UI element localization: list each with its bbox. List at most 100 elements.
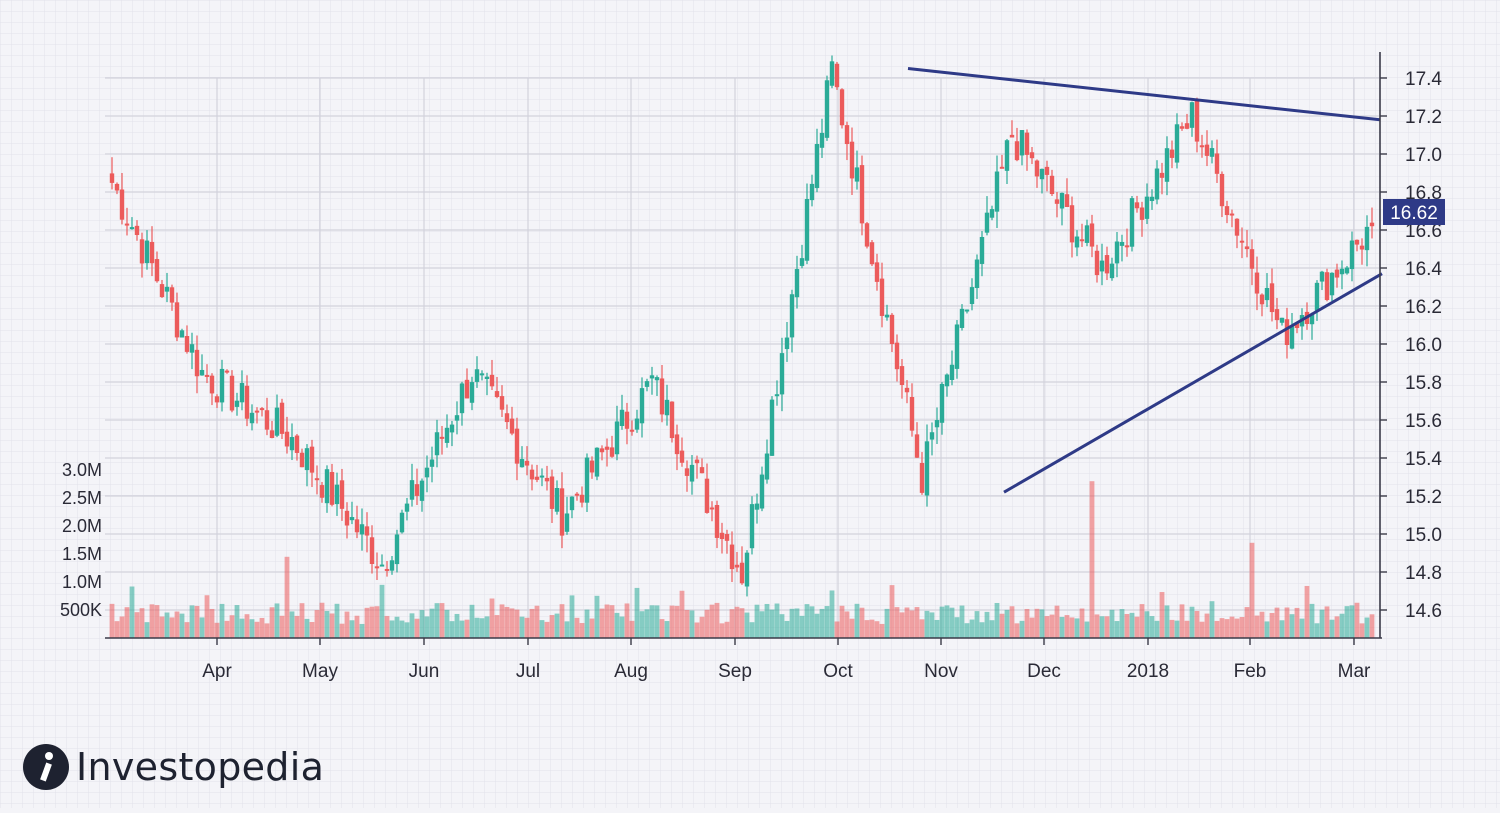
candle-body bbox=[139, 239, 145, 264]
candle-body bbox=[319, 485, 325, 498]
price-tick-label: 15.4 bbox=[1405, 449, 1442, 470]
volume-bar bbox=[804, 604, 810, 638]
month-tick-label: Dec bbox=[1027, 661, 1061, 682]
current-price-badge bbox=[1383, 199, 1445, 225]
volume-bar bbox=[479, 618, 485, 638]
candle-body bbox=[879, 278, 885, 316]
candle-body bbox=[794, 269, 800, 298]
candle-body bbox=[1009, 134, 1015, 138]
candle-body bbox=[559, 488, 565, 536]
brand-name: Investopedia bbox=[76, 745, 325, 789]
candle-body bbox=[814, 144, 820, 189]
candle-body bbox=[519, 459, 525, 468]
candle-body bbox=[514, 428, 520, 464]
candle-body bbox=[1354, 239, 1360, 245]
candle-body bbox=[349, 517, 355, 521]
candle-body bbox=[239, 383, 245, 403]
volume-bar bbox=[494, 615, 500, 638]
volume-bar bbox=[469, 604, 475, 638]
volume-bar bbox=[844, 611, 850, 638]
volume-bar bbox=[1164, 605, 1170, 638]
candle-body bbox=[789, 294, 795, 338]
candle-body bbox=[864, 223, 870, 247]
candle-body bbox=[664, 399, 670, 416]
candle-body bbox=[974, 259, 980, 289]
candle-body bbox=[204, 374, 210, 377]
volume-bar bbox=[579, 623, 585, 638]
candle-body bbox=[1219, 173, 1225, 207]
volume-bar bbox=[984, 611, 990, 638]
volume-bar bbox=[244, 614, 250, 638]
volume-tick-label: 500K bbox=[60, 600, 102, 620]
candle-body bbox=[114, 183, 120, 191]
candle-body bbox=[1269, 283, 1275, 313]
candle-body bbox=[939, 384, 945, 423]
volume-bar bbox=[184, 622, 190, 638]
candle-body bbox=[489, 374, 495, 387]
candle-body bbox=[209, 375, 215, 394]
candle-body bbox=[824, 80, 830, 138]
candle-body bbox=[414, 484, 420, 496]
volume-bar bbox=[444, 609, 450, 638]
volume-bar bbox=[689, 610, 695, 638]
volume-bar bbox=[424, 616, 430, 638]
volume-bar bbox=[934, 619, 940, 638]
price-tick-label: 14.8 bbox=[1405, 563, 1442, 584]
candle-body bbox=[1164, 148, 1170, 182]
investopedia-logo: Investopedia bbox=[22, 742, 324, 792]
price-tick-label: 17.4 bbox=[1405, 69, 1442, 90]
volume-bar bbox=[594, 595, 600, 638]
candle-body bbox=[919, 462, 925, 493]
volume-bar bbox=[149, 604, 155, 638]
candle-body bbox=[649, 375, 655, 379]
candle-body bbox=[244, 385, 250, 419]
candle-body bbox=[149, 241, 155, 264]
candle-body bbox=[639, 388, 645, 424]
volume-bar bbox=[449, 621, 455, 638]
candle-body bbox=[614, 421, 620, 455]
volume-bar bbox=[609, 605, 615, 638]
candle-body bbox=[924, 441, 930, 496]
month-tick-label: 2018 bbox=[1127, 661, 1169, 682]
candle-body bbox=[389, 560, 395, 571]
candle-body bbox=[599, 448, 605, 453]
volume-bar bbox=[904, 607, 910, 638]
candle-body bbox=[484, 376, 490, 380]
candle-body bbox=[549, 476, 555, 509]
candle-body bbox=[1294, 323, 1300, 329]
candle-body bbox=[929, 432, 935, 440]
volume-bar bbox=[799, 615, 805, 638]
candle-body bbox=[1064, 194, 1070, 208]
volume-bar bbox=[194, 605, 200, 638]
candle-body bbox=[704, 478, 710, 513]
volume-bar bbox=[1329, 619, 1335, 638]
candle-body bbox=[874, 262, 880, 282]
volume-bar bbox=[419, 610, 425, 638]
candle-body bbox=[324, 469, 330, 504]
volume-bar bbox=[1014, 623, 1020, 638]
candle-body bbox=[784, 337, 790, 350]
candle-body bbox=[1054, 199, 1060, 204]
candle-body bbox=[949, 364, 955, 380]
volume-bar bbox=[1224, 619, 1230, 638]
candle-body bbox=[399, 512, 405, 533]
volume-bar bbox=[879, 623, 885, 638]
candle-body bbox=[1339, 268, 1345, 275]
candle-body bbox=[694, 459, 700, 464]
candle-body bbox=[754, 503, 760, 510]
candle-body bbox=[119, 189, 125, 220]
volume-bar bbox=[729, 609, 735, 638]
candle-body bbox=[829, 61, 835, 86]
volume-bar bbox=[1269, 612, 1275, 638]
candle-body bbox=[529, 469, 535, 480]
candle-body bbox=[809, 183, 815, 201]
price-tick-label: 16.0 bbox=[1405, 335, 1442, 356]
volume-bar bbox=[1179, 604, 1185, 638]
volume-bar bbox=[349, 620, 355, 638]
volume-bar bbox=[1204, 613, 1210, 638]
candle-body bbox=[1329, 272, 1335, 296]
volume-bar bbox=[1249, 542, 1255, 638]
candle-body bbox=[779, 353, 785, 395]
candle-body bbox=[744, 552, 750, 587]
volume-bar bbox=[849, 618, 855, 638]
